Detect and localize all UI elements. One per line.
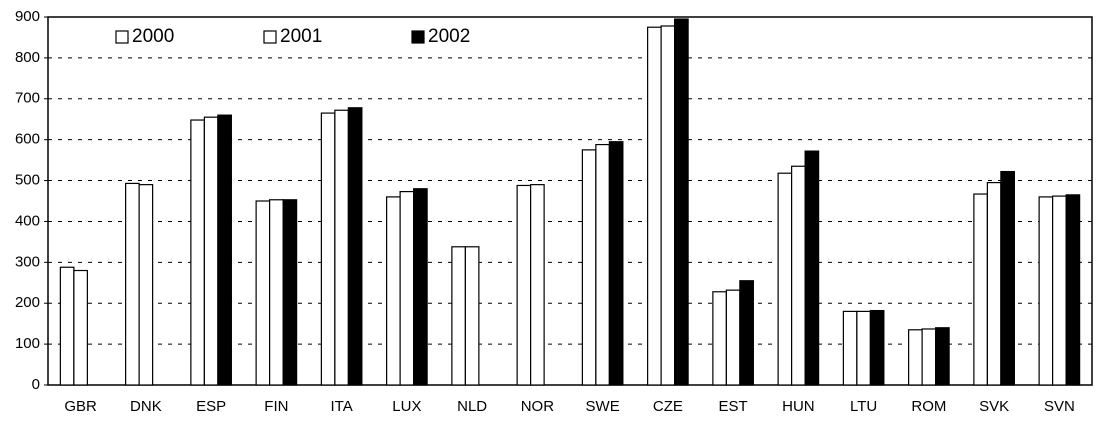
- x-tick-label: GBR: [64, 398, 97, 415]
- bar: [660, 25, 676, 386]
- bar: [138, 184, 154, 386]
- y-tick-label: 300: [15, 253, 40, 270]
- x-tick-label: NOR: [521, 398, 555, 415]
- x-tick-label: ROM: [911, 398, 946, 415]
- bar: [842, 310, 858, 386]
- x-tick-label: ITA: [331, 398, 353, 415]
- bar: [203, 116, 219, 386]
- x-tick-label: SVK: [979, 398, 1009, 415]
- x-tick-label: LUX: [392, 398, 421, 415]
- y-tick-label: 600: [15, 131, 40, 148]
- bar: [217, 114, 232, 386]
- legend-swatch: [115, 30, 129, 44]
- x-tick-label: CZE: [653, 398, 683, 415]
- x-tick-label: ESP: [196, 398, 226, 415]
- bar: [413, 188, 428, 386]
- bar: [386, 196, 401, 386]
- bar: [777, 172, 793, 386]
- y-tick-label: 400: [15, 212, 40, 229]
- bar: [581, 149, 597, 386]
- legend-label: 2000: [132, 26, 174, 47]
- bar: [451, 246, 466, 386]
- x-tick-label: DNK: [130, 398, 162, 415]
- y-tick-label: 0: [32, 376, 40, 393]
- bar: [725, 289, 741, 386]
- y-tick-label: 800: [15, 49, 40, 66]
- bar: [595, 143, 610, 386]
- x-tick-label: EST: [719, 398, 748, 415]
- bar: [282, 199, 298, 386]
- bar: [1038, 196, 1054, 386]
- bar: [1065, 194, 1081, 386]
- plot-frame: [47, 16, 1093, 386]
- bar: [73, 269, 88, 386]
- legend-label: 2002: [428, 26, 470, 47]
- bar: [190, 119, 205, 386]
- bar: [334, 109, 349, 386]
- y-tick-label: 200: [15, 294, 40, 311]
- bar: [59, 266, 75, 386]
- bar: [804, 150, 820, 386]
- bar: [856, 310, 871, 386]
- bar: [464, 246, 480, 386]
- x-tick-label: LTU: [850, 398, 877, 415]
- bar: [791, 165, 806, 386]
- bar: [1000, 170, 1015, 386]
- x-tick-label: SWE: [586, 398, 620, 415]
- legend-swatch: [411, 30, 425, 44]
- bar: [1052, 195, 1067, 386]
- bar: [320, 112, 336, 386]
- bar: [530, 184, 545, 386]
- y-tick-label: 700: [15, 90, 40, 107]
- x-tick-label: SVN: [1044, 398, 1075, 415]
- bar: [908, 329, 923, 386]
- legend-swatch: [263, 30, 277, 44]
- legend-label: 2001: [280, 26, 322, 47]
- bar: [647, 26, 662, 386]
- bar: [973, 193, 988, 386]
- y-tick-label: 500: [15, 172, 40, 189]
- bar: [516, 184, 532, 386]
- bar: [269, 199, 284, 386]
- bar: [347, 107, 363, 386]
- y-tick-label: 100: [15, 335, 40, 352]
- bar: [125, 182, 140, 386]
- x-tick-label: FIN: [264, 398, 288, 415]
- bar: [921, 328, 937, 386]
- bar: [739, 280, 754, 386]
- bar: [399, 190, 415, 386]
- bar: [935, 327, 950, 386]
- bar: [255, 200, 271, 386]
- bar: [712, 291, 727, 386]
- bar: [986, 182, 1002, 386]
- bar: [674, 18, 689, 386]
- y-tick-label: 900: [15, 8, 40, 25]
- x-tick-label: HUN: [782, 398, 815, 415]
- bar: [869, 309, 885, 386]
- bar: [608, 141, 624, 386]
- x-tick-label: NLD: [457, 398, 487, 415]
